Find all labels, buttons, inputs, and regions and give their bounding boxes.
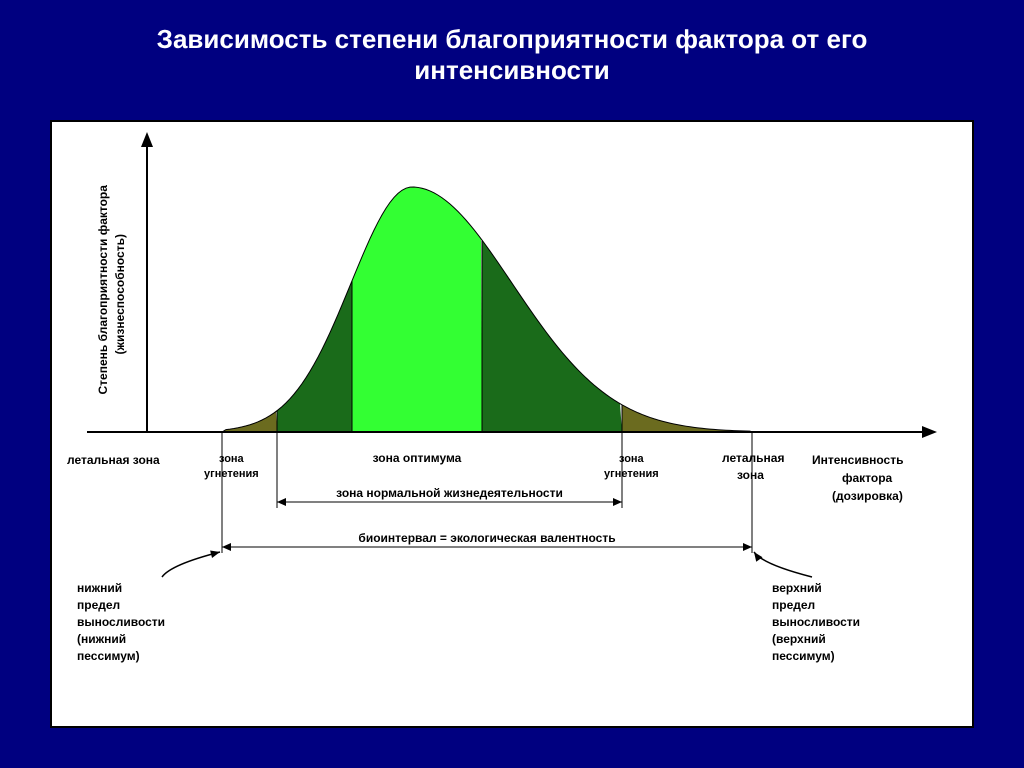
upper-limit-line2: предел (772, 598, 815, 612)
pointer-upper-pessimum-head (754, 552, 763, 562)
upper-limit-line1: верхний (772, 581, 822, 595)
lower-limit-line4: (нижний (77, 632, 126, 646)
upper-limit-line3: выносливости (772, 615, 860, 629)
zone-suppression-right (622, 405, 752, 432)
upper-limit-line4: (верхний (772, 632, 826, 646)
dim-label-normal: зона нормальной жизнедеятельности (336, 486, 563, 500)
lower-limit-line5: пессимум) (77, 649, 140, 663)
label-lethal-left: летальная зона (67, 453, 160, 467)
zone-normal-left (277, 281, 352, 432)
pointer-upper-pessimum (754, 552, 812, 577)
dim-arrow-r-normal (613, 498, 622, 506)
label-lethal-right-1: летальная (722, 451, 784, 465)
dim-arrow-r-biointerval (743, 543, 752, 551)
dim-arrow-l-normal (277, 498, 286, 506)
label-lethal-right-2: зона (737, 468, 764, 482)
label-suppress-left-1: зона (219, 453, 245, 465)
zone-normal-right (482, 240, 622, 432)
upper-limit-line5: пессимум) (772, 649, 835, 663)
pointer-lower-pessimum (162, 552, 220, 577)
dim-label-biointerval: биоинтервал = экологическая валентность (358, 531, 615, 545)
y-axis-arrow (141, 132, 153, 147)
ecology-tolerance-diagram: Степень благоприятности фактора(жизнеспо… (52, 122, 972, 726)
dim-arrow-l-biointerval (222, 543, 231, 551)
lower-limit-line3: выносливости (77, 615, 165, 629)
lower-limit-line2: предел (77, 598, 120, 612)
label-suppress-right-2: угнетения (604, 468, 659, 480)
plot-area: Степень благоприятности фактора(жизнеспо… (50, 120, 974, 728)
x-axis-arrow (922, 426, 937, 438)
label-suppress-right-1: зона (619, 453, 645, 465)
page-title: Зависимость степени благоприятности факт… (0, 0, 1024, 86)
y-axis-label: Степень благоприятности фактора (96, 185, 110, 395)
label-suppress-left-2: угнетения (204, 468, 259, 480)
y-axis-label-2: (жизнеспособность) (113, 234, 127, 354)
x-axis-label: Интенсивность (812, 453, 903, 467)
label-optimum: зона оптимума (373, 451, 462, 465)
x-axis-label-3: (дозировка) (832, 489, 903, 503)
zone-optimum (352, 187, 482, 432)
x-axis-label-2: фактора (842, 471, 893, 485)
page: Зависимость степени благоприятности факт… (0, 0, 1024, 768)
lower-limit-line1: нижний (77, 581, 122, 595)
